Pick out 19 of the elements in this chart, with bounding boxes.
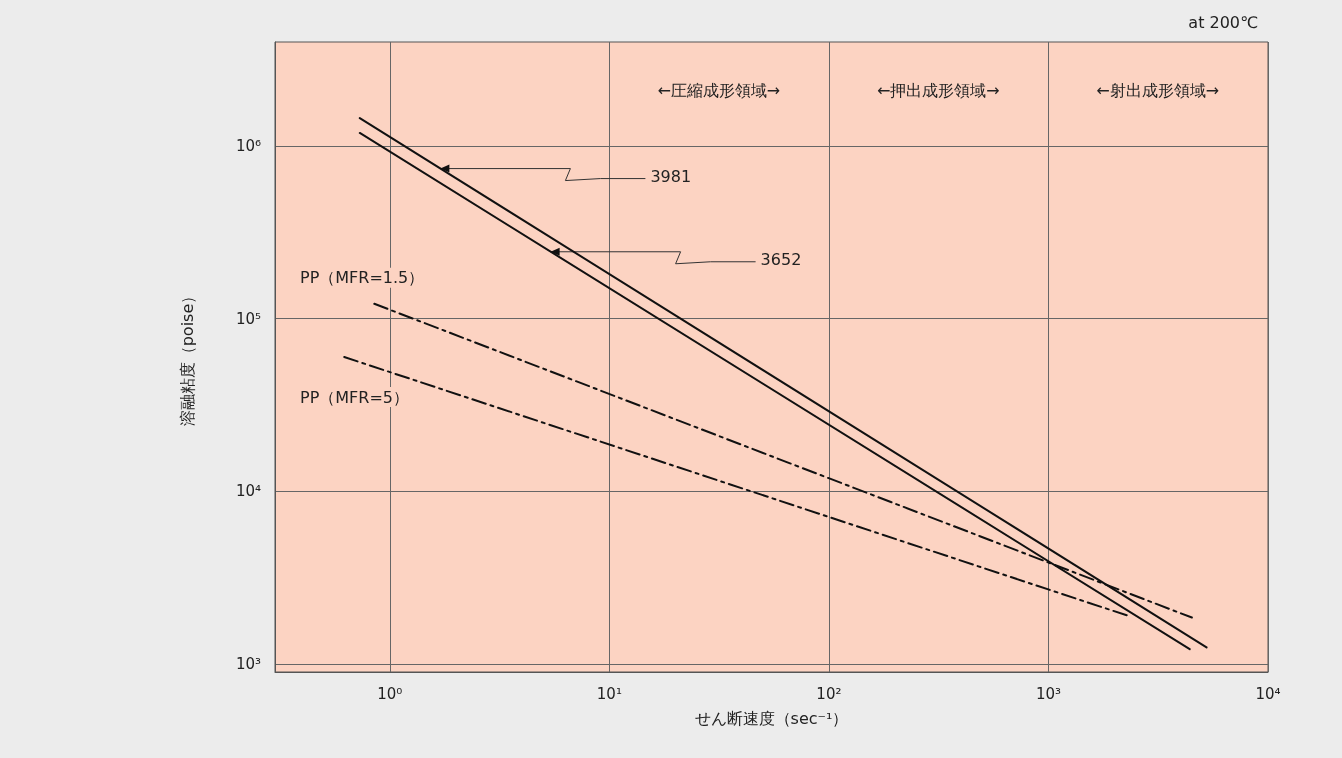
y-tick-label: 10⁶ [235,136,261,155]
series-label: PP（MFR=5） [300,387,410,407]
x-tick-label: 10³ [1035,684,1061,703]
text: at 200℃ [1188,12,1259,32]
annotation: ←射出成形領域→ [1096,80,1220,100]
y-tick-label: 10⁴ [235,482,261,501]
x-tick-label: 10⁴ [1255,684,1281,703]
x-tick-label: 10² [816,684,842,703]
annotation: 3652 [760,250,802,270]
x-tick-label: 10¹ [596,684,622,703]
series-label: PP（MFR=1.5） [300,268,425,288]
annotation: 3981 [650,167,692,187]
x-tick-label: 10⁰ [377,684,403,703]
annotation: ←圧縮成形領域→ [657,80,781,100]
y-tick-label: 10³ [235,655,261,674]
y-tick-label: 10⁵ [235,309,261,328]
x-axis-title: せん断速度（sec⁻¹） [694,708,849,728]
annotation: ←押出成形領域→ [876,80,1000,100]
y-axis-title: 溶融粘度（poise） [177,287,197,427]
